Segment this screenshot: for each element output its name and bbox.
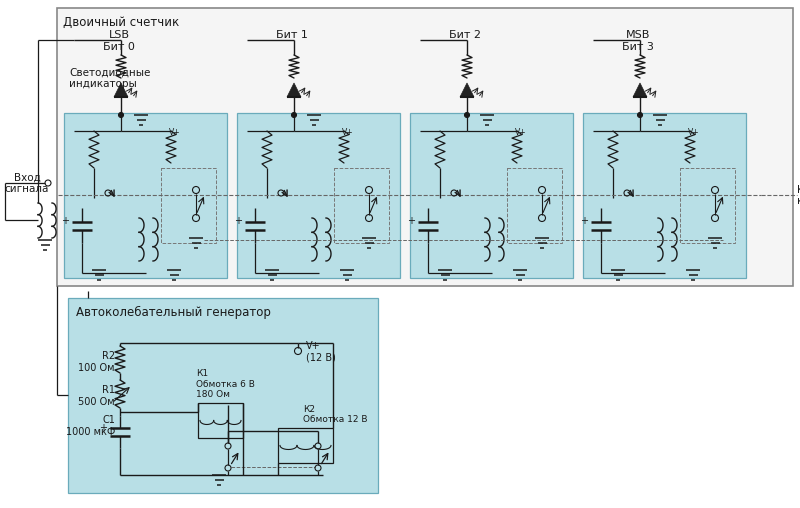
Text: +: + [99,423,107,433]
Polygon shape [633,83,647,97]
Bar [64,113,227,278]
Text: К след.
каскаду: К след. каскаду [797,184,800,206]
Text: Бит 2: Бит 2 [449,30,481,40]
Polygon shape [287,83,301,97]
Bar [410,113,573,278]
Text: R2
100 Ом: R2 100 Ом [78,351,115,372]
Circle shape [118,112,123,117]
Text: V+: V+ [515,128,526,137]
Text: Двоичный счетчик: Двоичный счетчик [63,16,179,29]
Bar [161,168,216,243]
Text: LSB
Бит 0: LSB Бит 0 [103,30,135,52]
Text: +: + [61,216,69,227]
Bar [57,8,793,286]
Text: Вход
сигнала: Вход сигнала [5,172,49,194]
Text: Автоколебательный генератор: Автоколебательный генератор [76,306,271,319]
Text: C1
1000 мкФ: C1 1000 мкФ [66,415,115,437]
Text: MSB
Бит 3: MSB Бит 3 [622,30,654,52]
Text: R1
500 Ом: R1 500 Ом [78,385,115,406]
Polygon shape [114,83,128,97]
Circle shape [638,112,642,117]
Text: Бит 1: Бит 1 [276,30,308,40]
Text: +: + [580,216,588,227]
Text: V+: V+ [342,128,354,137]
Bar [680,168,735,243]
Bar [334,168,389,243]
Text: +: + [407,216,415,227]
Text: К1
Обмотка 6 В
180 Ом: К1 Обмотка 6 В 180 Ом [196,369,255,399]
Bar [507,168,562,243]
Text: К2
Обмотка 12 В: К2 Обмотка 12 В [303,404,367,424]
Text: Светодиодные
индикаторы: Светодиодные индикаторы [69,67,150,89]
Text: V+: V+ [688,128,700,137]
Bar [583,113,746,278]
Bar [198,403,243,438]
Text: V+: V+ [169,128,181,137]
Circle shape [291,112,297,117]
Polygon shape [460,83,474,97]
Text: V+
(12 В): V+ (12 В) [306,341,336,363]
Text: +: + [234,216,242,227]
Bar [278,428,333,463]
Circle shape [465,112,470,117]
Bar [68,298,378,493]
Bar [237,113,400,278]
